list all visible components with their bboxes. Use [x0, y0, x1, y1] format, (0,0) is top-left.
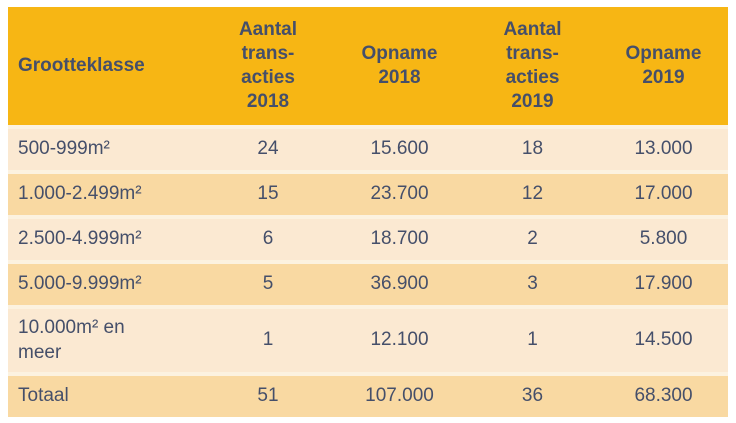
size-class-takeup-table: Grootteklasse Aantal trans- acties 2018 … — [8, 7, 728, 417]
table-row-total: Totaal 51 107.000 36 68.300 — [8, 376, 728, 417]
cell-opname-2019: 5.800 — [639, 228, 688, 250]
header-opname-2018: Opname 2018 — [361, 42, 438, 88]
cell-opname-2019: 68.300 — [634, 385, 693, 407]
cell-opname-2019: 17.000 — [634, 183, 693, 205]
cell-aantal-2018: 15 — [257, 183, 279, 205]
header-opname-2019: Opname 2019 — [625, 42, 702, 88]
cell-opname-2019: 14.500 — [634, 329, 693, 351]
cell-grootteklasse: 5.000-9.999m² — [18, 273, 142, 295]
header-aantal-transacties-2019: Aantal trans- acties 2019 — [503, 18, 562, 113]
cell-grootteklasse: Totaal — [18, 385, 69, 407]
cell-opname-2018: 36.900 — [370, 273, 429, 295]
cell-grootteklasse: 2.500-4.999m² — [18, 228, 142, 250]
cell-opname-2019: 17.900 — [634, 273, 693, 295]
cell-grootteklasse: 500-999m² — [18, 138, 110, 160]
header-grootteklasse: Grootteklasse — [18, 54, 145, 76]
cell-opname-2018: 12.100 — [370, 329, 429, 351]
cell-aantal-2019: 36 — [521, 385, 544, 407]
cell-aantal-2019: 2 — [527, 228, 538, 250]
table-row: 10.000m² en meer 1 12.100 1 14.500 — [8, 309, 728, 372]
cell-aantal-2019: 18 — [521, 138, 544, 160]
cell-aantal-2018: 51 — [257, 385, 279, 407]
cell-aantal-2019: 1 — [527, 329, 538, 351]
cell-grootteklasse: 10.000m² en meer — [18, 316, 125, 363]
table-header-row: Grootteklasse Aantal trans- acties 2018 … — [8, 7, 728, 125]
cell-aantal-2018: 6 — [262, 228, 274, 250]
cell-opname-2018: 107.000 — [365, 385, 434, 407]
table-row: 500-999m² 24 15.600 18 13.000 — [8, 129, 728, 170]
cell-opname-2018: 15.600 — [370, 138, 429, 160]
cell-opname-2018: 23.700 — [370, 183, 429, 205]
cell-aantal-2019: 12 — [521, 183, 544, 205]
cell-grootteklasse: 1.000-2.499m² — [18, 183, 142, 205]
table-row: 5.000-9.999m² 5 36.900 3 17.900 — [8, 264, 728, 305]
cell-aantal-2018: 5 — [262, 273, 274, 295]
cell-aantal-2018: 24 — [257, 138, 279, 160]
cell-opname-2019: 13.000 — [634, 138, 693, 160]
cell-opname-2018: 18.700 — [370, 228, 429, 250]
cell-aantal-2018: 1 — [262, 329, 274, 351]
cell-aantal-2019: 3 — [527, 273, 538, 295]
table-row: 2.500-4.999m² 6 18.700 2 5.800 — [8, 219, 728, 260]
table-row: 1.000-2.499m² 15 23.700 12 17.000 — [8, 174, 728, 215]
header-aantal-transacties-2018: Aantal trans- acties 2018 — [238, 18, 298, 113]
